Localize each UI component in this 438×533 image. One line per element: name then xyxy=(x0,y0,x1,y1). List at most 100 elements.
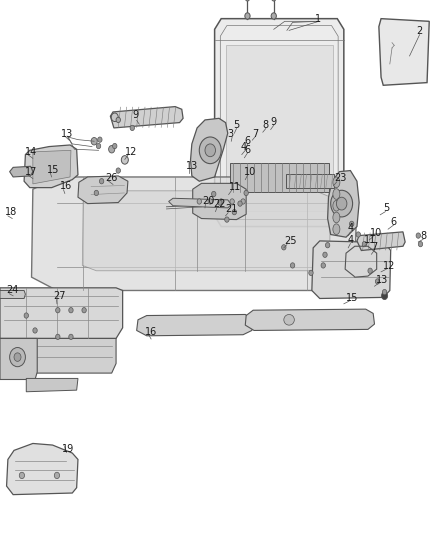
Text: 3: 3 xyxy=(227,128,233,139)
Ellipse shape xyxy=(271,13,276,19)
Text: 13: 13 xyxy=(376,274,388,285)
Ellipse shape xyxy=(91,138,97,145)
Ellipse shape xyxy=(382,289,387,295)
Text: 13: 13 xyxy=(186,160,198,171)
Ellipse shape xyxy=(362,241,367,247)
Ellipse shape xyxy=(111,113,118,122)
Text: 20: 20 xyxy=(202,196,215,206)
Ellipse shape xyxy=(244,190,248,196)
Text: 4: 4 xyxy=(241,142,247,152)
Text: 4: 4 xyxy=(347,223,353,233)
Ellipse shape xyxy=(109,146,115,153)
Ellipse shape xyxy=(323,252,327,257)
Text: 12: 12 xyxy=(125,147,137,157)
Ellipse shape xyxy=(321,263,325,268)
Polygon shape xyxy=(357,232,405,251)
Text: 6: 6 xyxy=(244,144,251,155)
Ellipse shape xyxy=(24,313,28,318)
Text: 22: 22 xyxy=(214,199,226,209)
Polygon shape xyxy=(26,378,78,392)
Text: 12: 12 xyxy=(383,261,396,271)
Polygon shape xyxy=(24,145,78,188)
Text: 7: 7 xyxy=(371,241,378,252)
Ellipse shape xyxy=(333,177,340,188)
Ellipse shape xyxy=(225,217,229,222)
Ellipse shape xyxy=(56,308,60,313)
Ellipse shape xyxy=(368,268,372,273)
Ellipse shape xyxy=(199,137,221,164)
Polygon shape xyxy=(32,177,357,290)
Polygon shape xyxy=(0,290,25,298)
Ellipse shape xyxy=(116,117,120,123)
Ellipse shape xyxy=(69,308,73,313)
Polygon shape xyxy=(193,183,246,220)
Ellipse shape xyxy=(241,199,245,204)
Ellipse shape xyxy=(325,243,330,248)
Text: 11: 11 xyxy=(229,182,241,192)
Ellipse shape xyxy=(418,241,423,247)
Ellipse shape xyxy=(98,137,102,142)
Ellipse shape xyxy=(416,233,420,238)
Ellipse shape xyxy=(245,13,250,19)
Text: 25: 25 xyxy=(284,236,297,246)
Ellipse shape xyxy=(205,144,215,157)
Polygon shape xyxy=(0,338,37,379)
Text: 16: 16 xyxy=(145,327,157,337)
Ellipse shape xyxy=(282,245,286,250)
Polygon shape xyxy=(0,288,123,338)
Text: 2: 2 xyxy=(416,26,422,36)
Text: 4: 4 xyxy=(347,235,353,245)
Ellipse shape xyxy=(82,308,86,313)
Bar xyxy=(230,163,328,192)
Ellipse shape xyxy=(54,472,60,479)
Ellipse shape xyxy=(381,292,388,300)
Text: 19: 19 xyxy=(62,444,74,454)
Ellipse shape xyxy=(99,179,104,184)
Polygon shape xyxy=(82,191,331,271)
Polygon shape xyxy=(137,314,254,336)
Ellipse shape xyxy=(10,348,25,367)
Polygon shape xyxy=(312,241,391,298)
Text: 10: 10 xyxy=(244,167,257,177)
Text: 15: 15 xyxy=(47,165,60,175)
Polygon shape xyxy=(379,19,429,85)
Polygon shape xyxy=(7,443,78,495)
Ellipse shape xyxy=(218,200,222,205)
Ellipse shape xyxy=(245,0,250,1)
Ellipse shape xyxy=(116,168,120,173)
Ellipse shape xyxy=(113,143,117,149)
Text: 1: 1 xyxy=(314,14,321,24)
Ellipse shape xyxy=(238,201,242,206)
Ellipse shape xyxy=(284,314,294,325)
Text: 10: 10 xyxy=(370,228,382,238)
Ellipse shape xyxy=(333,189,340,199)
Text: 8: 8 xyxy=(420,231,427,241)
Ellipse shape xyxy=(333,200,340,211)
Ellipse shape xyxy=(331,190,353,217)
Polygon shape xyxy=(10,166,33,177)
Polygon shape xyxy=(245,309,374,330)
Text: 18: 18 xyxy=(5,207,18,217)
Ellipse shape xyxy=(309,270,313,276)
Text: 21: 21 xyxy=(225,204,237,214)
Polygon shape xyxy=(0,338,116,373)
Bar xyxy=(286,174,334,188)
Ellipse shape xyxy=(197,199,201,204)
Ellipse shape xyxy=(96,143,101,149)
Text: 23: 23 xyxy=(334,173,346,183)
Polygon shape xyxy=(33,150,71,184)
Ellipse shape xyxy=(350,221,354,227)
Text: 14: 14 xyxy=(25,147,38,157)
Text: 9: 9 xyxy=(132,110,138,120)
Text: 6: 6 xyxy=(391,216,397,227)
Polygon shape xyxy=(169,198,231,208)
Text: 16: 16 xyxy=(60,181,73,191)
Ellipse shape xyxy=(272,0,276,1)
Ellipse shape xyxy=(333,212,340,223)
Ellipse shape xyxy=(290,263,295,268)
Text: 15: 15 xyxy=(346,293,358,303)
Ellipse shape xyxy=(14,353,21,361)
Polygon shape xyxy=(110,107,183,128)
Ellipse shape xyxy=(232,209,237,215)
Ellipse shape xyxy=(69,334,73,340)
